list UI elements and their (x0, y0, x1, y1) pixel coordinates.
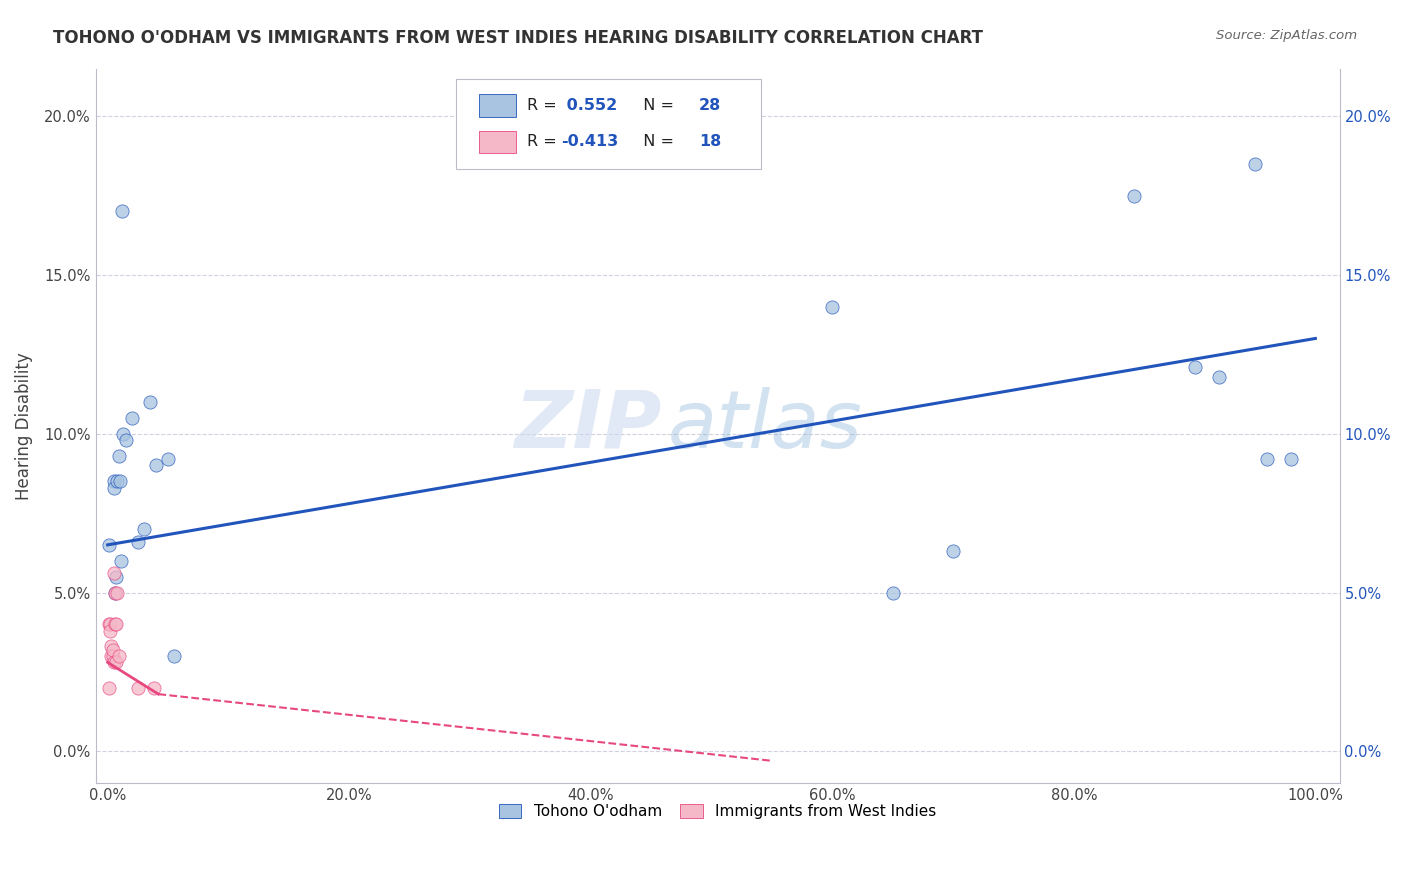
Point (111, 204, 134, 219)
Point (105, 617, 128, 632)
Point (100, 640, 122, 654)
Point (821, 300, 844, 314)
Point (882, 585, 904, 599)
Point (105, 569, 128, 583)
Point (97, 681, 120, 695)
Point (104, 585, 127, 599)
Point (104, 585, 127, 599)
Text: 18: 18 (699, 135, 721, 150)
Point (97, 617, 120, 632)
Text: TOHONO O'ODHAM VS IMMIGRANTS FROM WEST INDIES HEARING DISABILITY CORRELATION CHA: TOHONO O'ODHAM VS IMMIGRANTS FROM WEST I… (53, 29, 983, 46)
Point (1208, 369, 1230, 384)
Text: 28: 28 (699, 98, 721, 113)
Point (127, 534, 149, 549)
Point (105, 475, 128, 489)
Point (103, 656, 125, 670)
Text: R =: R = (527, 135, 562, 150)
Text: -0.413: -0.413 (561, 135, 619, 150)
Point (1184, 359, 1206, 374)
Point (127, 681, 149, 695)
Point (107, 648, 129, 663)
Text: N =: N = (633, 98, 679, 113)
Y-axis label: Hearing Disability: Hearing Disability (15, 352, 32, 500)
Point (101, 642, 124, 657)
Point (1256, 452, 1278, 467)
Text: ZIP: ZIP (515, 387, 662, 465)
Point (103, 475, 125, 489)
FancyBboxPatch shape (478, 95, 516, 117)
Point (142, 681, 165, 695)
Text: N =: N = (633, 135, 679, 150)
Point (104, 617, 127, 632)
Point (145, 458, 167, 473)
Point (110, 554, 132, 568)
Point (97, 538, 120, 552)
Point (1244, 157, 1267, 171)
Point (108, 475, 131, 489)
Point (98, 617, 121, 632)
Point (132, 522, 155, 536)
Point (114, 433, 136, 447)
Point (163, 648, 186, 663)
Text: atlas: atlas (668, 387, 862, 465)
Text: 0.552: 0.552 (561, 98, 617, 113)
Point (103, 566, 125, 581)
Point (942, 544, 965, 558)
Point (1279, 452, 1302, 467)
Point (1123, 188, 1146, 202)
Point (105, 656, 128, 670)
Point (105, 585, 128, 599)
Point (121, 410, 143, 425)
Point (157, 452, 180, 467)
Point (112, 426, 135, 441)
Point (100, 648, 122, 663)
Point (103, 481, 125, 495)
Point (139, 395, 162, 409)
Text: R =: R = (527, 98, 562, 113)
FancyBboxPatch shape (457, 79, 761, 169)
Point (101, 648, 124, 663)
FancyBboxPatch shape (478, 130, 516, 153)
Legend: Tohono O'odham, Immigrants from West Indies: Tohono O'odham, Immigrants from West Ind… (492, 797, 942, 825)
Text: Source: ZipAtlas.com: Source: ZipAtlas.com (1216, 29, 1357, 42)
Point (107, 449, 129, 463)
Point (98, 624, 121, 638)
